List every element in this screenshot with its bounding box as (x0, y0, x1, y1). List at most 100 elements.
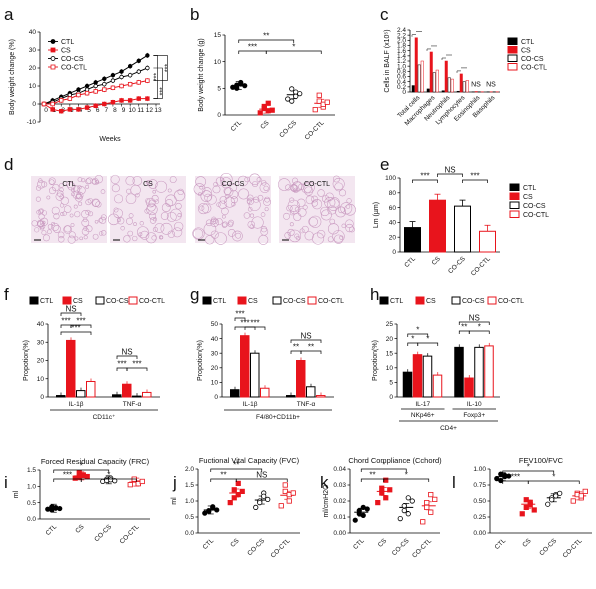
bar (432, 374, 443, 398)
legend-label: CO-CS (523, 203, 546, 210)
x-tick-label: CTL (494, 537, 508, 551)
significance-label: *** (76, 317, 85, 326)
alveolus (199, 185, 204, 190)
significance-bracket (265, 50, 322, 54)
bar (412, 354, 423, 398)
alveolus (340, 202, 353, 215)
significance-bracket (80, 478, 137, 482)
alveolus (299, 228, 305, 234)
alveolus (34, 227, 40, 233)
significance-bracket (234, 317, 246, 321)
legend-label: CTL (521, 39, 534, 46)
significance-bracket (116, 355, 138, 359)
y-tick-label: 0.02 (333, 498, 346, 505)
bar (142, 391, 152, 398)
data-point (570, 498, 576, 504)
alveolus (204, 193, 212, 202)
x-tick-label: CS (377, 537, 389, 549)
data-point (432, 496, 438, 503)
bar (444, 60, 448, 93)
significance-label: ** (220, 471, 226, 480)
alveolus (173, 189, 186, 202)
significance-label: * (107, 471, 110, 480)
significance-bracket (53, 469, 110, 473)
alveolus (114, 194, 124, 204)
bar (484, 345, 494, 398)
x-tick-label: CO-CTL (562, 537, 584, 559)
alveolus (213, 181, 219, 187)
subcategory-label: NKp46+ (411, 412, 435, 419)
alveolus (39, 226, 44, 231)
data-point (286, 498, 292, 504)
panel-c: c 00.20.40.60.81.01.21.41.61.82.02.22.4 Ce… (380, 5, 547, 127)
x-tick-label: CO-CTL (411, 537, 433, 559)
significance-bracket (426, 48, 431, 51)
alveolus (36, 209, 42, 215)
data-point (285, 96, 291, 102)
x-tick-label: CS (229, 537, 241, 549)
data-point (119, 69, 124, 74)
alveolus (210, 217, 220, 227)
alveolus (81, 178, 86, 183)
significance-label: NS (300, 332, 311, 341)
y-tick-label: 0.00 (333, 530, 346, 537)
data-point (578, 493, 584, 499)
y-tick-label: 0.5 (185, 514, 194, 521)
legend-swatch (451, 296, 461, 305)
alveolus (251, 216, 264, 229)
x-tick-label: CO-CTL (119, 523, 141, 545)
bar (250, 352, 260, 398)
bar (112, 394, 122, 398)
panel-label: c (380, 5, 389, 24)
panel-j: j 0.0 0.5 1.0 1.5 2.0 ml Fuctional Vital Capaci… (171, 456, 300, 560)
alveolus (221, 222, 228, 228)
bar (459, 73, 463, 93)
y-tick-label: 30 (211, 350, 219, 357)
alveolus (257, 194, 264, 201)
alveolus (169, 176, 177, 184)
data-point (119, 83, 124, 89)
alveolus (235, 232, 242, 239)
x-tick-label: CTL (403, 255, 417, 269)
alveolus (206, 194, 217, 205)
data-point (231, 487, 237, 493)
significance-bracket (290, 339, 322, 343)
x-tick-label: 11 (137, 107, 144, 114)
alveolus (304, 186, 314, 196)
y-tick-label: 0.4 (397, 79, 406, 86)
data-point (253, 504, 259, 510)
significance-bracket (462, 179, 488, 183)
alveolus (35, 196, 41, 202)
bar (464, 377, 474, 398)
legend-label: CO-CTL (521, 65, 547, 72)
alveolus (158, 235, 164, 240)
panel-label: h (370, 285, 379, 304)
data-point (405, 511, 411, 517)
alveolus (70, 187, 75, 192)
alveolus (193, 228, 204, 239)
alveolus (46, 229, 52, 235)
alveolus (42, 234, 50, 242)
histology-label: CTL (62, 181, 75, 188)
legend-swatch (507, 54, 518, 62)
y-tick-label: 0.00 (473, 530, 486, 537)
legend-label: CS (61, 48, 71, 55)
alveolus (172, 227, 183, 238)
bar (465, 80, 469, 93)
alveolus (52, 225, 61, 233)
x-tick-label: 0 (44, 107, 48, 114)
alveolus (74, 236, 79, 241)
data-point (265, 100, 271, 106)
alveolus (212, 218, 218, 224)
significance-bracket (238, 39, 295, 43)
alveolus (288, 229, 302, 243)
data-point (401, 507, 407, 514)
alveolus (146, 180, 153, 186)
alveolus (311, 200, 318, 207)
y-tick-label: 40 (211, 336, 219, 343)
y-tick-label: 2.2 (397, 32, 406, 39)
bar (404, 227, 421, 253)
y-tick-label: 0.0 (185, 530, 194, 537)
alveolus (151, 235, 157, 241)
alveolus (175, 202, 182, 210)
